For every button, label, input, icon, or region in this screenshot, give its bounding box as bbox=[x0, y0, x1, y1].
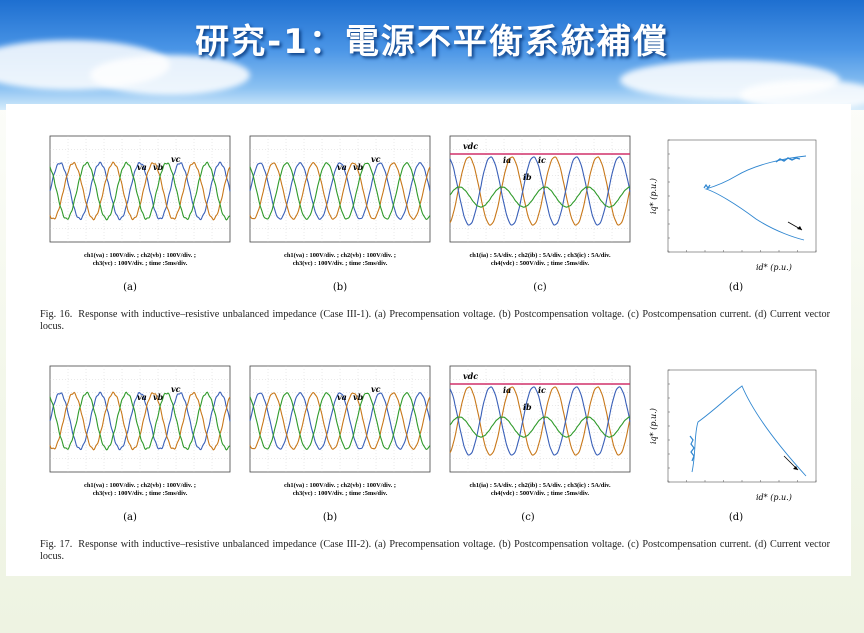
trace-ic bbox=[449, 156, 631, 226]
subfigure-label: (b) bbox=[322, 512, 338, 523]
figure-caption: Fig. 17. Response with inductive–resistiv… bbox=[40, 539, 831, 562]
signal-label: va bbox=[137, 162, 147, 172]
signal-label: ib bbox=[523, 172, 532, 182]
scope-settings: ch1(va) : 100V/div. ; ch2(vb) : 100V/div… bbox=[83, 482, 196, 497]
scope-settings: ch1(va) : 100V/div. ; ch2(vb) : 100V/div… bbox=[83, 252, 196, 267]
trace-va bbox=[49, 161, 231, 221]
signal-label: va bbox=[337, 162, 347, 172]
scope-settings: ch1(va) : 100V/div. ; ch2(vb) : 100V/div… bbox=[283, 252, 396, 267]
scope-panel-a: va vb vc bbox=[45, 132, 235, 246]
locus-cluster bbox=[703, 183, 711, 190]
subfigure-label: (c) bbox=[533, 282, 547, 293]
trace-vc bbox=[49, 161, 231, 221]
signal-label: vdc bbox=[463, 141, 478, 151]
signal-label: ia bbox=[503, 155, 511, 165]
plot-area bbox=[667, 139, 817, 253]
trace-va bbox=[249, 392, 431, 450]
trace-ib bbox=[449, 416, 631, 438]
scope-grid bbox=[450, 136, 630, 242]
arrowhead bbox=[793, 466, 798, 470]
x-axis-label: id* (p.u.) bbox=[756, 493, 792, 502]
figure-caption: Fig. 16. Response with inductive–resistiv… bbox=[40, 309, 831, 332]
trace-va bbox=[249, 162, 431, 220]
signal-label: vb bbox=[153, 162, 164, 172]
signal-label: vc bbox=[171, 154, 181, 164]
subfigure-label: (d) bbox=[728, 282, 744, 293]
locus-plot-d: id* (p.u.) iq* (p.u.) bbox=[646, 364, 822, 504]
subfigure-label: (c) bbox=[521, 512, 535, 523]
current-vector-locus: id* (p.u.) iq* (p.u.) bbox=[649, 369, 817, 502]
trace-ic bbox=[449, 386, 631, 456]
scope-settings: ch1(va) : 100V/div. ; ch2(vb) : 100V/div… bbox=[283, 482, 396, 497]
locus-plot-d: id* (p.u.) iq* (p.u.) bbox=[646, 134, 822, 274]
signal-label: ic bbox=[538, 155, 546, 165]
subfigure-label: (a) bbox=[123, 282, 137, 293]
trace-vc bbox=[49, 391, 231, 451]
signal-label: vb bbox=[153, 392, 164, 402]
signal-label: ib bbox=[523, 402, 532, 412]
trace-va bbox=[49, 391, 231, 451]
scope-settings: ch1(ia) : 5A/div. ; ch2(ib) : 5A/div. ; … bbox=[469, 482, 611, 497]
locus-trajectory bbox=[691, 385, 807, 477]
paper-excerpt: va vb vc ch1(va) : 100V/div. ; ch2(vb) : 1… bbox=[6, 104, 851, 576]
subfigure-label: (a) bbox=[123, 512, 137, 523]
y-axis-label: iq* (p.u.) bbox=[649, 178, 658, 214]
signal-label: vb bbox=[353, 392, 364, 402]
locus-trajectory bbox=[704, 155, 807, 241]
trace-ib bbox=[449, 186, 631, 208]
figure-16: va vb vc ch1(va) : 100V/div. ; ch2(vb) : 1… bbox=[6, 104, 851, 344]
scope-panel-b: va vb vc bbox=[245, 132, 435, 246]
signal-label: ia bbox=[503, 385, 511, 395]
slide-title: 研究-1：電源不平衡系統補償 bbox=[195, 22, 669, 62]
trace-vc bbox=[249, 392, 431, 451]
arrowhead bbox=[797, 226, 802, 230]
signal-label: vb bbox=[353, 162, 364, 172]
subfigure-label: (b) bbox=[332, 282, 348, 293]
signal-label: vc bbox=[371, 154, 381, 164]
scope-grid bbox=[450, 366, 630, 472]
scope-settings: ch1(ia) : 5A/div. ; ch2(ib) : 5A/div. ; … bbox=[469, 252, 611, 267]
y-axis-label: iq* (p.u.) bbox=[649, 408, 658, 444]
scope-panel-c: vdc ia ic ib bbox=[445, 132, 635, 246]
signal-label: vc bbox=[171, 384, 181, 394]
x-axis-label: id* (p.u.) bbox=[756, 263, 792, 272]
scope-panel-b: va vb vc bbox=[245, 362, 435, 476]
trace-vc bbox=[249, 162, 431, 221]
current-vector-locus: id* (p.u.) iq* (p.u.) bbox=[649, 139, 817, 272]
signal-label: ic bbox=[538, 385, 546, 395]
signal-label: va bbox=[337, 392, 347, 402]
subfigure-label: (d) bbox=[728, 512, 744, 523]
signal-label: va bbox=[137, 392, 147, 402]
scope-panel-a: va vb vc bbox=[45, 362, 235, 476]
figure-17: va vb vc ch1(va) : 100V/div. ; ch2(vb) : 1… bbox=[6, 340, 851, 576]
signal-label: vc bbox=[371, 384, 381, 394]
locus-cluster bbox=[775, 157, 801, 163]
scope-panel-c: vdc ia ic ib bbox=[445, 362, 635, 476]
signal-label: vdc bbox=[463, 371, 478, 381]
